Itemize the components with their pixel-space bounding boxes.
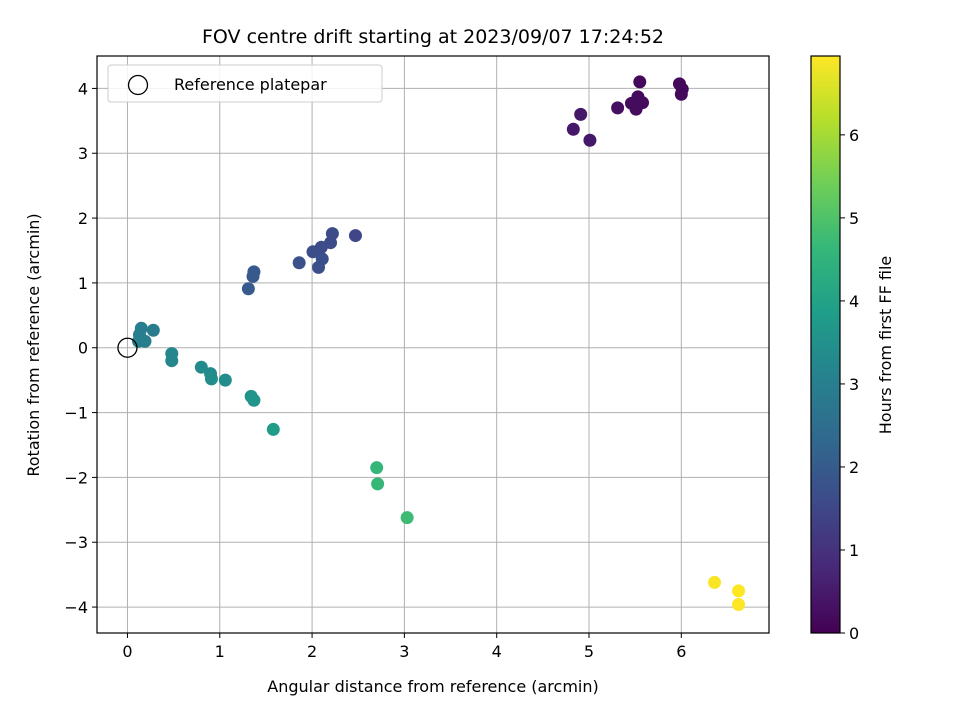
data-point [400, 511, 414, 525]
x-tick-label: 5 [584, 642, 594, 661]
scatter-points [132, 75, 746, 611]
colorbar-tick-label: 5 [849, 209, 859, 228]
data-point [132, 334, 146, 348]
y-tick-label: −1 [64, 404, 88, 423]
x-tick-label: 6 [676, 642, 686, 661]
x-tick-label: 1 [215, 642, 225, 661]
legend-box [107, 64, 383, 103]
chart-title: FOV centre drift starting at 2023/09/07 … [202, 26, 664, 48]
data-point [371, 477, 385, 491]
x-axis-ticks: 0 1 2 3 4 5 6 [122, 633, 686, 661]
data-point [732, 584, 746, 598]
legend: Reference platepar [107, 64, 383, 103]
y-tick-label: 3 [78, 144, 88, 163]
x-tick-label: 4 [492, 642, 502, 661]
data-point [241, 282, 255, 296]
y-tick-label: −2 [64, 468, 88, 487]
y-axis-label: Rotation from reference (arcmin) [24, 213, 43, 476]
colorbar: 0 1 2 3 4 5 6 Hours from first FF file [810, 55, 895, 643]
colorbar-tick-label: 0 [849, 624, 859, 643]
data-point [292, 256, 306, 270]
y-tick-label: 4 [78, 79, 88, 98]
data-point [246, 269, 260, 283]
colorbar-ticks: 0 1 2 3 4 5 6 [840, 126, 859, 643]
y-axis-ticks: −4 −3 −2 −1 0 1 2 3 4 [64, 79, 97, 617]
plot-frame [96, 55, 770, 634]
data-point [708, 575, 722, 589]
grid [97, 56, 769, 633]
colorbar-tick-label: 3 [849, 375, 859, 394]
x-tick-label: 0 [122, 642, 132, 661]
y-tick-label: 2 [78, 209, 88, 228]
data-point [306, 245, 320, 259]
data-point [165, 354, 179, 368]
colorbar-label: Hours from first FF file [876, 256, 895, 435]
data-point [312, 260, 326, 274]
colorbar-gradient [811, 56, 840, 633]
colorbar-tick-label: 6 [849, 126, 859, 145]
colorbar-frame [810, 55, 841, 634]
legend-reference-marker [127, 74, 149, 96]
y-tick-label: −4 [64, 598, 88, 617]
reference-marker-layer [117, 337, 138, 358]
data-point [204, 372, 218, 386]
data-point [674, 87, 688, 101]
x-axis-label: Angular distance from reference (arcmin) [267, 677, 598, 696]
data-point [247, 393, 261, 407]
data-point [266, 422, 280, 436]
reference-platepar-marker [117, 337, 138, 358]
data-point [348, 229, 362, 243]
colorbar-tick-label: 2 [849, 458, 859, 477]
data-point [611, 101, 625, 115]
data-point [566, 122, 580, 136]
data-point [370, 461, 384, 475]
y-tick-label: 0 [78, 339, 88, 358]
data-point [633, 75, 647, 89]
x-tick-label: 3 [399, 642, 409, 661]
legend-entry-reference-platepar: Reference platepar [174, 75, 327, 94]
data-point [194, 360, 208, 374]
x-tick-label: 2 [307, 642, 317, 661]
data-point [574, 107, 588, 121]
colorbar-tick-label: 4 [849, 292, 859, 311]
data-point [583, 133, 597, 147]
data-point [732, 597, 746, 611]
y-tick-label: −3 [64, 533, 88, 552]
data-point [629, 102, 643, 116]
data-point [146, 323, 160, 337]
y-tick-label: 1 [78, 274, 88, 293]
colorbar-tick-label: 1 [849, 541, 859, 560]
data-point [218, 373, 232, 387]
